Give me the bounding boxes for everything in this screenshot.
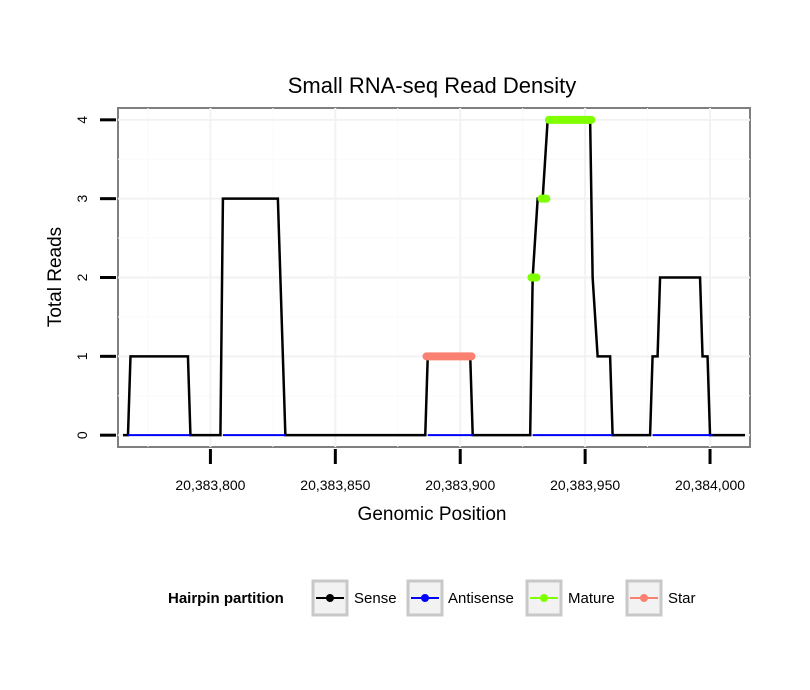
y-axis-title: Total Reads — [45, 227, 66, 327]
legend-title: Hairpin partition — [168, 590, 284, 607]
chart-title: Small RNA-seq Read Density — [288, 73, 577, 98]
y-tick-label: 1 — [74, 352, 90, 360]
grid-lines — [118, 108, 750, 447]
y-axis: 0 1 2 3 4 — [74, 116, 116, 439]
x-tick-label: 20,384,000 — [675, 477, 745, 493]
legend: Hairpin partition Sense Antisense Mature St… — [168, 579, 696, 617]
legend-label-sense: Sense — [354, 590, 397, 607]
y-tick-label: 2 — [74, 273, 90, 281]
x-axis: 20,383,800 20,383,850 20,383,900 20,383,950… — [175, 449, 745, 493]
plot-panel — [117, 107, 751, 448]
x-tick-label: 20,383,900 — [425, 477, 495, 493]
x-tick-label: 20,383,950 — [550, 477, 620, 493]
legend-key-point — [326, 594, 334, 602]
legend-label-star: Star — [668, 590, 696, 607]
legend-key-point — [540, 594, 548, 602]
y-tick-label: 3 — [74, 195, 90, 203]
y-tick-label: 4 — [74, 116, 90, 124]
x-tick-label: 20,383,800 — [175, 477, 245, 493]
x-tick-label: 20,383,850 — [300, 477, 370, 493]
legend-label-mature: Mature — [568, 590, 615, 607]
y-tick-label: 0 — [74, 431, 90, 439]
legend-key-point — [640, 594, 648, 602]
x-axis-title: Genomic Position — [358, 504, 507, 525]
legend-key-point — [421, 594, 429, 602]
series-layer — [122, 115, 746, 437]
legend-label-antisense: Antisense — [448, 590, 514, 607]
